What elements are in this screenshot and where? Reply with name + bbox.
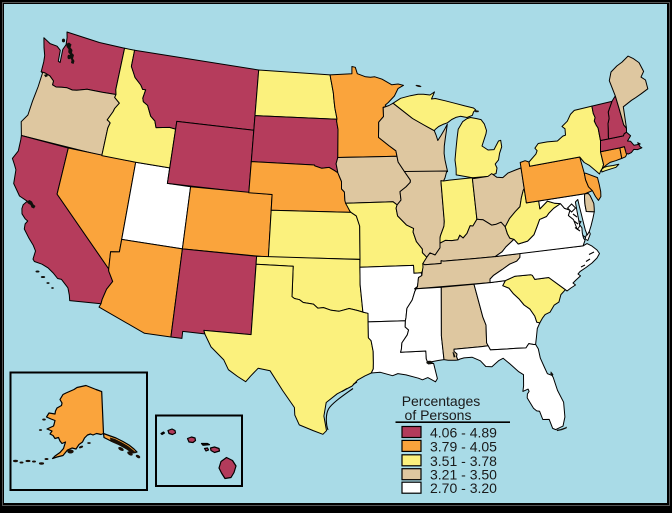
svg-text:3.21 - 3.50: 3.21 - 3.50: [430, 467, 497, 483]
svg-text:Percentages: Percentages: [402, 393, 481, 409]
svg-text:3.79 - 4.05: 3.79 - 4.05: [430, 438, 497, 454]
svg-text:of Persons: of Persons: [405, 407, 472, 423]
svg-text:3.51 - 3.78: 3.51 - 3.78: [430, 453, 497, 469]
svg-text:2.70 - 3.20: 2.70 - 3.20: [430, 480, 497, 496]
svg-text:4.06 - 4.89: 4.06 - 4.89: [430, 425, 497, 441]
